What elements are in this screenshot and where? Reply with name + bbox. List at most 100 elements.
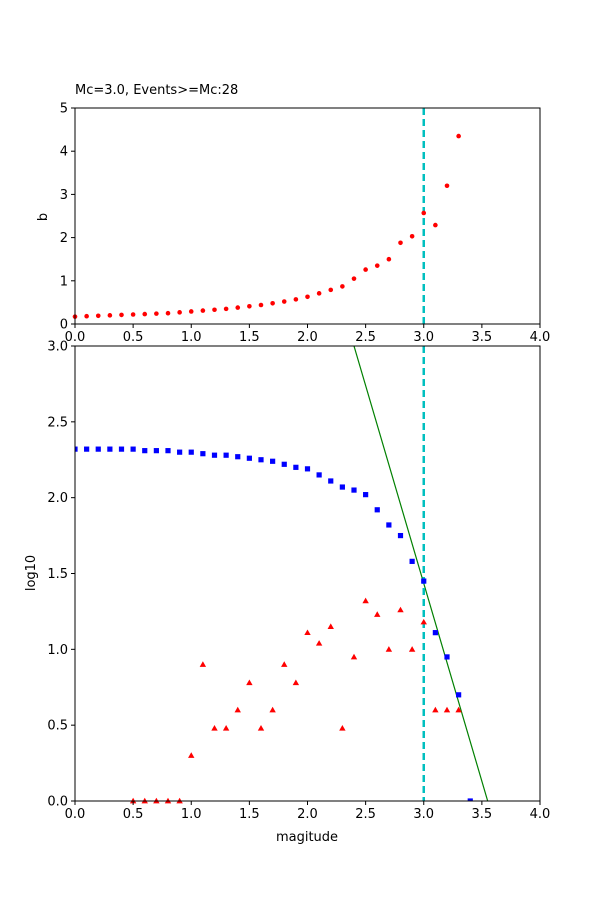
b-value-y-tick-label: 3	[60, 188, 68, 203]
frequency-magnitude-y-tick-label: 3.0	[47, 340, 68, 355]
frequency-magnitude-plot-area: 0.0 0.5 1.0 1.5 2.0 2.5 3.0 3.5 4.0 0.0 0.5 1.0 1.5 2…	[47, 340, 550, 823]
noncumulative-count-point	[222, 725, 230, 731]
b-value-x-tick-label: 0.0	[65, 330, 86, 345]
b-value-y-axis-label: b	[36, 213, 51, 221]
b-value-x-tick-label: 4.0	[530, 330, 551, 345]
noncumulative-count-point	[234, 706, 241, 713]
b-value-point	[119, 312, 124, 318]
noncumulative-count-point	[408, 646, 416, 652]
cumulative-count-point	[467, 798, 473, 801]
noncumulative-count-point	[281, 661, 288, 667]
b-value-x-tick-label: 0.5	[123, 330, 144, 345]
cumulative-count-point	[363, 492, 369, 498]
b-value-point	[340, 284, 345, 289]
b-value-point	[177, 310, 182, 315]
cumulative-count-point	[316, 472, 322, 478]
cumulative-count-point	[421, 578, 427, 584]
b-value-chart-title: Mc=3.0, Events>=Mc:28	[75, 83, 238, 98]
b-value-point	[235, 305, 241, 310]
cumulative-count-point	[246, 455, 252, 461]
noncumulative-count-point	[455, 706, 462, 713]
cumulative-count-point	[118, 446, 125, 452]
b-value-point	[154, 311, 159, 316]
b-value-point	[200, 308, 206, 313]
cumulative-count-point	[177, 449, 183, 455]
b-value-point	[247, 303, 252, 309]
b-value-x-tick-label: 2.0	[297, 330, 318, 345]
b-value-point	[107, 313, 113, 318]
cumulative-count-point	[142, 448, 148, 454]
b-value-point	[142, 311, 148, 317]
b-value-point	[84, 313, 89, 319]
noncumulative-count-point	[362, 597, 369, 604]
cumulative-count-point	[397, 532, 404, 539]
b-value-point	[456, 133, 461, 139]
frequency-magnitude-x-tick-label: 2.0	[297, 807, 318, 822]
b-value-y-tick-label: 1	[60, 274, 68, 289]
frequency-magnitude-x-tick-label: 1.5	[239, 807, 260, 822]
b-value-x-tick-label: 3.5	[472, 330, 493, 345]
cumulative-count-point	[432, 630, 438, 636]
b-value-point	[374, 263, 380, 268]
noncumulative-count-point	[304, 629, 311, 636]
noncumulative-count-point	[385, 646, 393, 652]
cumulative-count-point	[328, 478, 334, 484]
frequency-magnitude-y-tick-label: 1.5	[47, 567, 68, 582]
cumulative-count-point	[107, 446, 113, 452]
cumulative-count-point	[281, 461, 287, 467]
cumulative-count-point	[304, 466, 311, 472]
frequency-magnitude-x-tick-label: 0.0	[65, 807, 86, 822]
b-value-x-tick-label: 1.5	[239, 330, 260, 345]
cumulative-count-point	[444, 654, 450, 660]
frequency-magnitude-y-tick-label: 2.0	[47, 491, 68, 506]
b-value-point	[270, 300, 275, 306]
cumulative-count-point	[293, 464, 299, 470]
b-value-x-tick-label: 3.0	[413, 330, 434, 345]
b-value-point	[293, 297, 299, 302]
cumulative-count-point	[95, 446, 101, 452]
frequency-magnitude-y-tick-label: 2.5	[47, 415, 68, 430]
b-value-point	[363, 267, 368, 272]
noncumulative-count-point	[211, 725, 218, 731]
b-value-point	[409, 234, 415, 239]
b-value-point	[188, 309, 194, 314]
cumulative-count-point	[386, 522, 392, 528]
b-value-x-tick-label: 2.5	[355, 330, 376, 345]
noncumulative-count-point	[188, 752, 195, 758]
noncumulative-count-point	[292, 679, 300, 686]
frequency-magnitude-x-tick-label: 4.0	[530, 807, 551, 822]
b-value-point	[305, 294, 310, 300]
noncumulative-count-point	[420, 618, 427, 625]
frequency-magnitude-x-tick-label: 3.5	[472, 807, 493, 822]
cumulative-count-point	[75, 446, 78, 452]
b-value-point	[95, 313, 101, 319]
b-value-point	[421, 210, 427, 216]
frequency-magnitude-panel: 0.0 0.5 1.0 1.5 2.0 2.5 3.0 3.5 4.0 0.0 0.5 1.0 1.5 2…	[24, 340, 550, 846]
noncumulative-count-point	[397, 606, 404, 613]
b-value-point	[165, 310, 171, 316]
magnitude-x-axis-label: magitude	[276, 830, 338, 845]
cumulative-count-point	[258, 457, 264, 463]
cumulative-count-point	[235, 454, 241, 460]
frequency-magnitude-x-tick-label: 3.0	[413, 807, 434, 822]
cumulative-count-point	[211, 452, 218, 458]
cumulative-count-point	[153, 448, 159, 454]
cumulative-count-point	[270, 458, 276, 464]
cumulative-count-point	[374, 507, 380, 513]
b-value-point	[212, 307, 217, 313]
cumulative-count-point	[130, 446, 136, 452]
b-value-plot-frame	[74, 107, 541, 325]
b-value-y-tick-label: 4	[60, 145, 68, 160]
b-value-x-tick-label: 1.0	[181, 330, 202, 345]
noncumulative-count-point	[246, 679, 253, 686]
frequency-magnitude-y-tick-label: 1.0	[47, 643, 68, 658]
noncumulative-count-point	[339, 725, 346, 731]
frequency-magnitude-plot-frame	[74, 345, 541, 802]
b-value-point	[351, 276, 357, 281]
b-value-panel: Mc=3.0, Events>=Mc:28 0.0 0.5 1.0 1.5 2.0 2.5…	[36, 83, 550, 345]
frequency-magnitude-y-tick-label: 0.5	[47, 719, 68, 734]
b-value-point	[433, 222, 438, 228]
noncumulative-count-point	[315, 640, 323, 646]
cumulative-count-point	[351, 487, 357, 493]
